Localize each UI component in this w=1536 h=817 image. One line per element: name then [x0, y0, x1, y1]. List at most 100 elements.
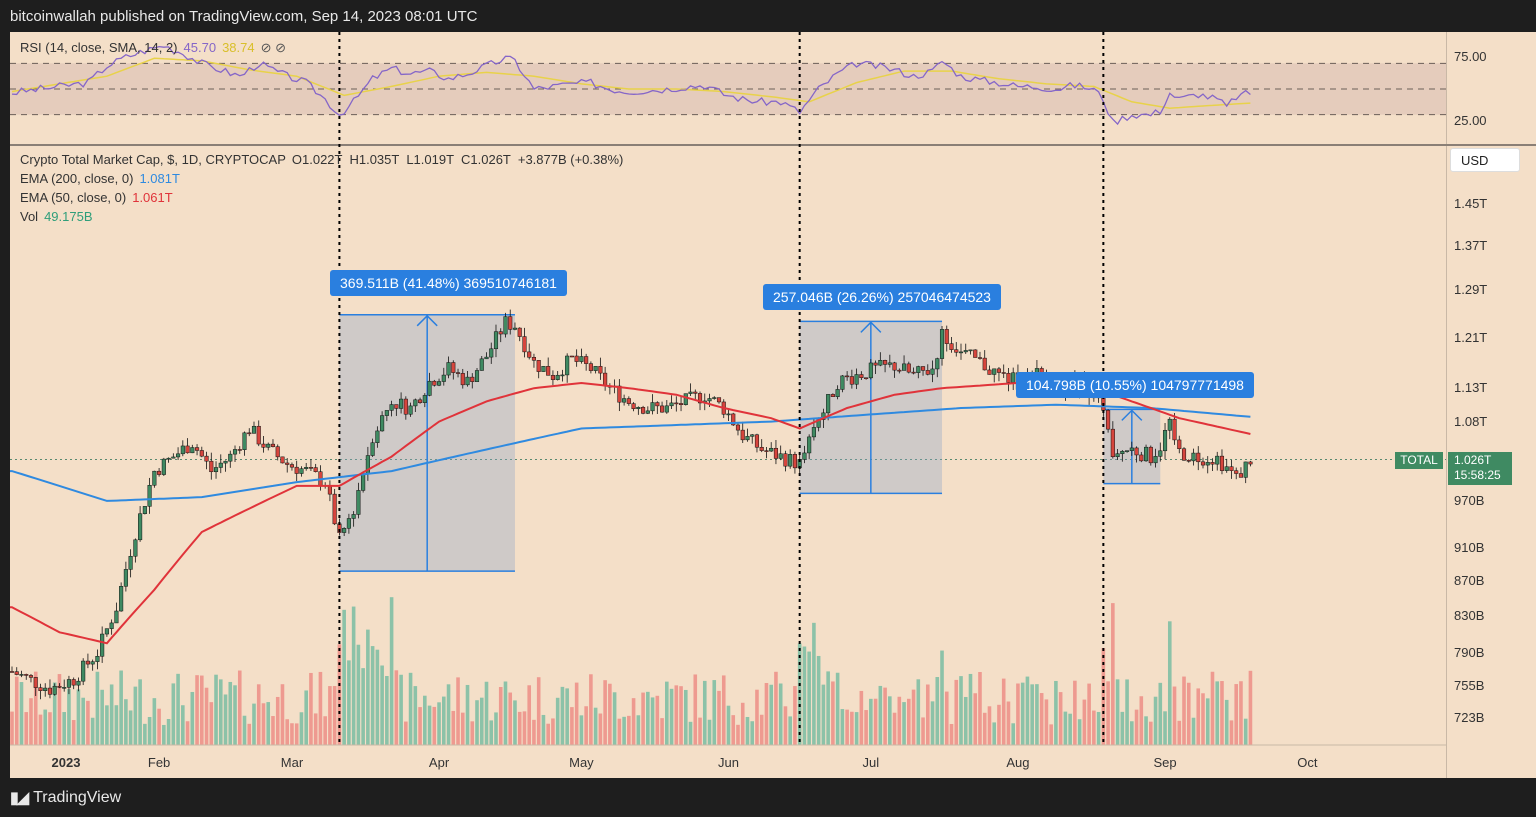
volume-bar	[935, 677, 940, 745]
volume-bar	[48, 712, 52, 745]
volume-bar	[337, 644, 342, 745]
candle-body	[1219, 455, 1225, 471]
ema200-value: 1.081T	[139, 171, 180, 186]
candle-body	[968, 349, 973, 352]
volume-bar	[769, 684, 773, 745]
candle-body	[327, 485, 332, 495]
candle-body	[299, 468, 304, 474]
candle-body	[617, 385, 622, 403]
measure-label-2[interactable]: 257.046B (26.26%) 257046474523	[763, 284, 1001, 310]
candle-body	[977, 357, 983, 359]
candle-body	[479, 358, 484, 371]
candle-body	[1001, 372, 1006, 374]
candle-body	[740, 429, 745, 441]
candle-body	[1234, 470, 1239, 474]
measure-label-1[interactable]: 369.511B (41.48%) 369510746181	[330, 270, 567, 296]
candle-body	[902, 363, 907, 371]
volume-bar	[285, 719, 290, 745]
candle-body	[422, 395, 427, 403]
candle-body	[750, 434, 755, 437]
volume-bar	[764, 683, 769, 745]
candle-body	[531, 357, 537, 361]
candle-body	[119, 586, 124, 612]
volume-bar	[589, 674, 593, 745]
volume-bar	[854, 712, 859, 745]
volume-bar	[323, 716, 327, 745]
candle-body	[370, 442, 375, 456]
candle-body	[403, 398, 408, 415]
candle-body	[28, 675, 34, 678]
last-price: 1.026T	[1454, 453, 1492, 467]
volume-bar	[546, 723, 550, 745]
candle-body	[66, 679, 71, 688]
candle-body	[883, 360, 888, 365]
hide-icons[interactable]: ⊘ ⊘	[260, 40, 287, 55]
volume-bar	[627, 715, 631, 745]
volume-bar	[679, 686, 683, 745]
candle-body	[593, 366, 598, 371]
volume-bar	[759, 714, 764, 745]
candle-body	[712, 397, 717, 399]
ema200-line	[10, 403, 1251, 502]
volume-bar	[693, 674, 698, 745]
volume-bar	[195, 675, 199, 745]
pane-separator[interactable]	[10, 144, 1536, 146]
volume-bar	[1044, 699, 1049, 745]
volume-bar	[24, 712, 29, 745]
candle-body	[152, 470, 157, 486]
volume-bar	[1030, 684, 1034, 745]
volume-bar	[973, 693, 978, 745]
volume-bar	[190, 691, 195, 745]
candle-body	[807, 436, 812, 454]
last-price-box: 1.026T 15:58:25	[1448, 452, 1512, 485]
candle-body	[522, 336, 527, 353]
candle-body	[641, 407, 646, 414]
volume-bar	[1153, 696, 1158, 745]
y-tick-label: 1.13T	[1454, 380, 1488, 396]
currency-selector[interactable]: USD	[1450, 148, 1520, 172]
chart-area[interactable]	[10, 32, 1446, 778]
candle-body	[289, 464, 295, 468]
candle-body	[460, 373, 465, 386]
volume-bar	[1120, 711, 1125, 745]
volume-bar	[408, 672, 413, 745]
candle-body	[636, 407, 641, 410]
candle-body	[413, 399, 418, 407]
volume-bar	[275, 696, 280, 745]
ema50-label: EMA (50, close, 0)	[20, 190, 127, 205]
volume-bar	[1082, 699, 1087, 745]
candle-body	[90, 661, 95, 665]
candle-body	[574, 355, 579, 362]
volume-bar	[560, 686, 565, 745]
candle-body	[678, 403, 684, 405]
tradingview-logo[interactable]: ▮◢ TradingView	[10, 788, 121, 808]
candle-body	[356, 490, 361, 515]
volume-bar	[1096, 711, 1101, 745]
y-tick-label: 970B	[1454, 492, 1485, 508]
rsi-sma-line	[11, 57, 1251, 109]
candle-body	[949, 343, 954, 350]
candle-body	[489, 348, 494, 358]
ema50-line	[10, 380, 1251, 645]
ema200-legend: EMA (200, close, 0) 1.081T	[20, 171, 180, 186]
candle-body	[517, 327, 522, 337]
volume-bar	[840, 709, 845, 745]
candle-body	[493, 331, 499, 350]
volume-bar	[1239, 681, 1243, 745]
candle-body	[247, 432, 252, 435]
volume-bar	[949, 723, 954, 745]
measure-label-3[interactable]: 104.798B (10.55%) 104797771498	[1016, 372, 1254, 398]
candle-body	[854, 374, 859, 385]
candle-body	[764, 450, 769, 452]
volume-bar	[351, 606, 356, 745]
volume-bar	[404, 721, 408, 745]
candle-body	[361, 473, 366, 491]
volume-bar	[1130, 721, 1134, 745]
candle-body	[237, 449, 242, 451]
x-tick-label: Oct	[1297, 755, 1318, 770]
volume-bar	[418, 707, 422, 745]
candle-body	[1172, 418, 1177, 441]
candle-body	[683, 393, 688, 405]
volume-bar	[109, 684, 114, 745]
volume-bar	[19, 682, 24, 745]
